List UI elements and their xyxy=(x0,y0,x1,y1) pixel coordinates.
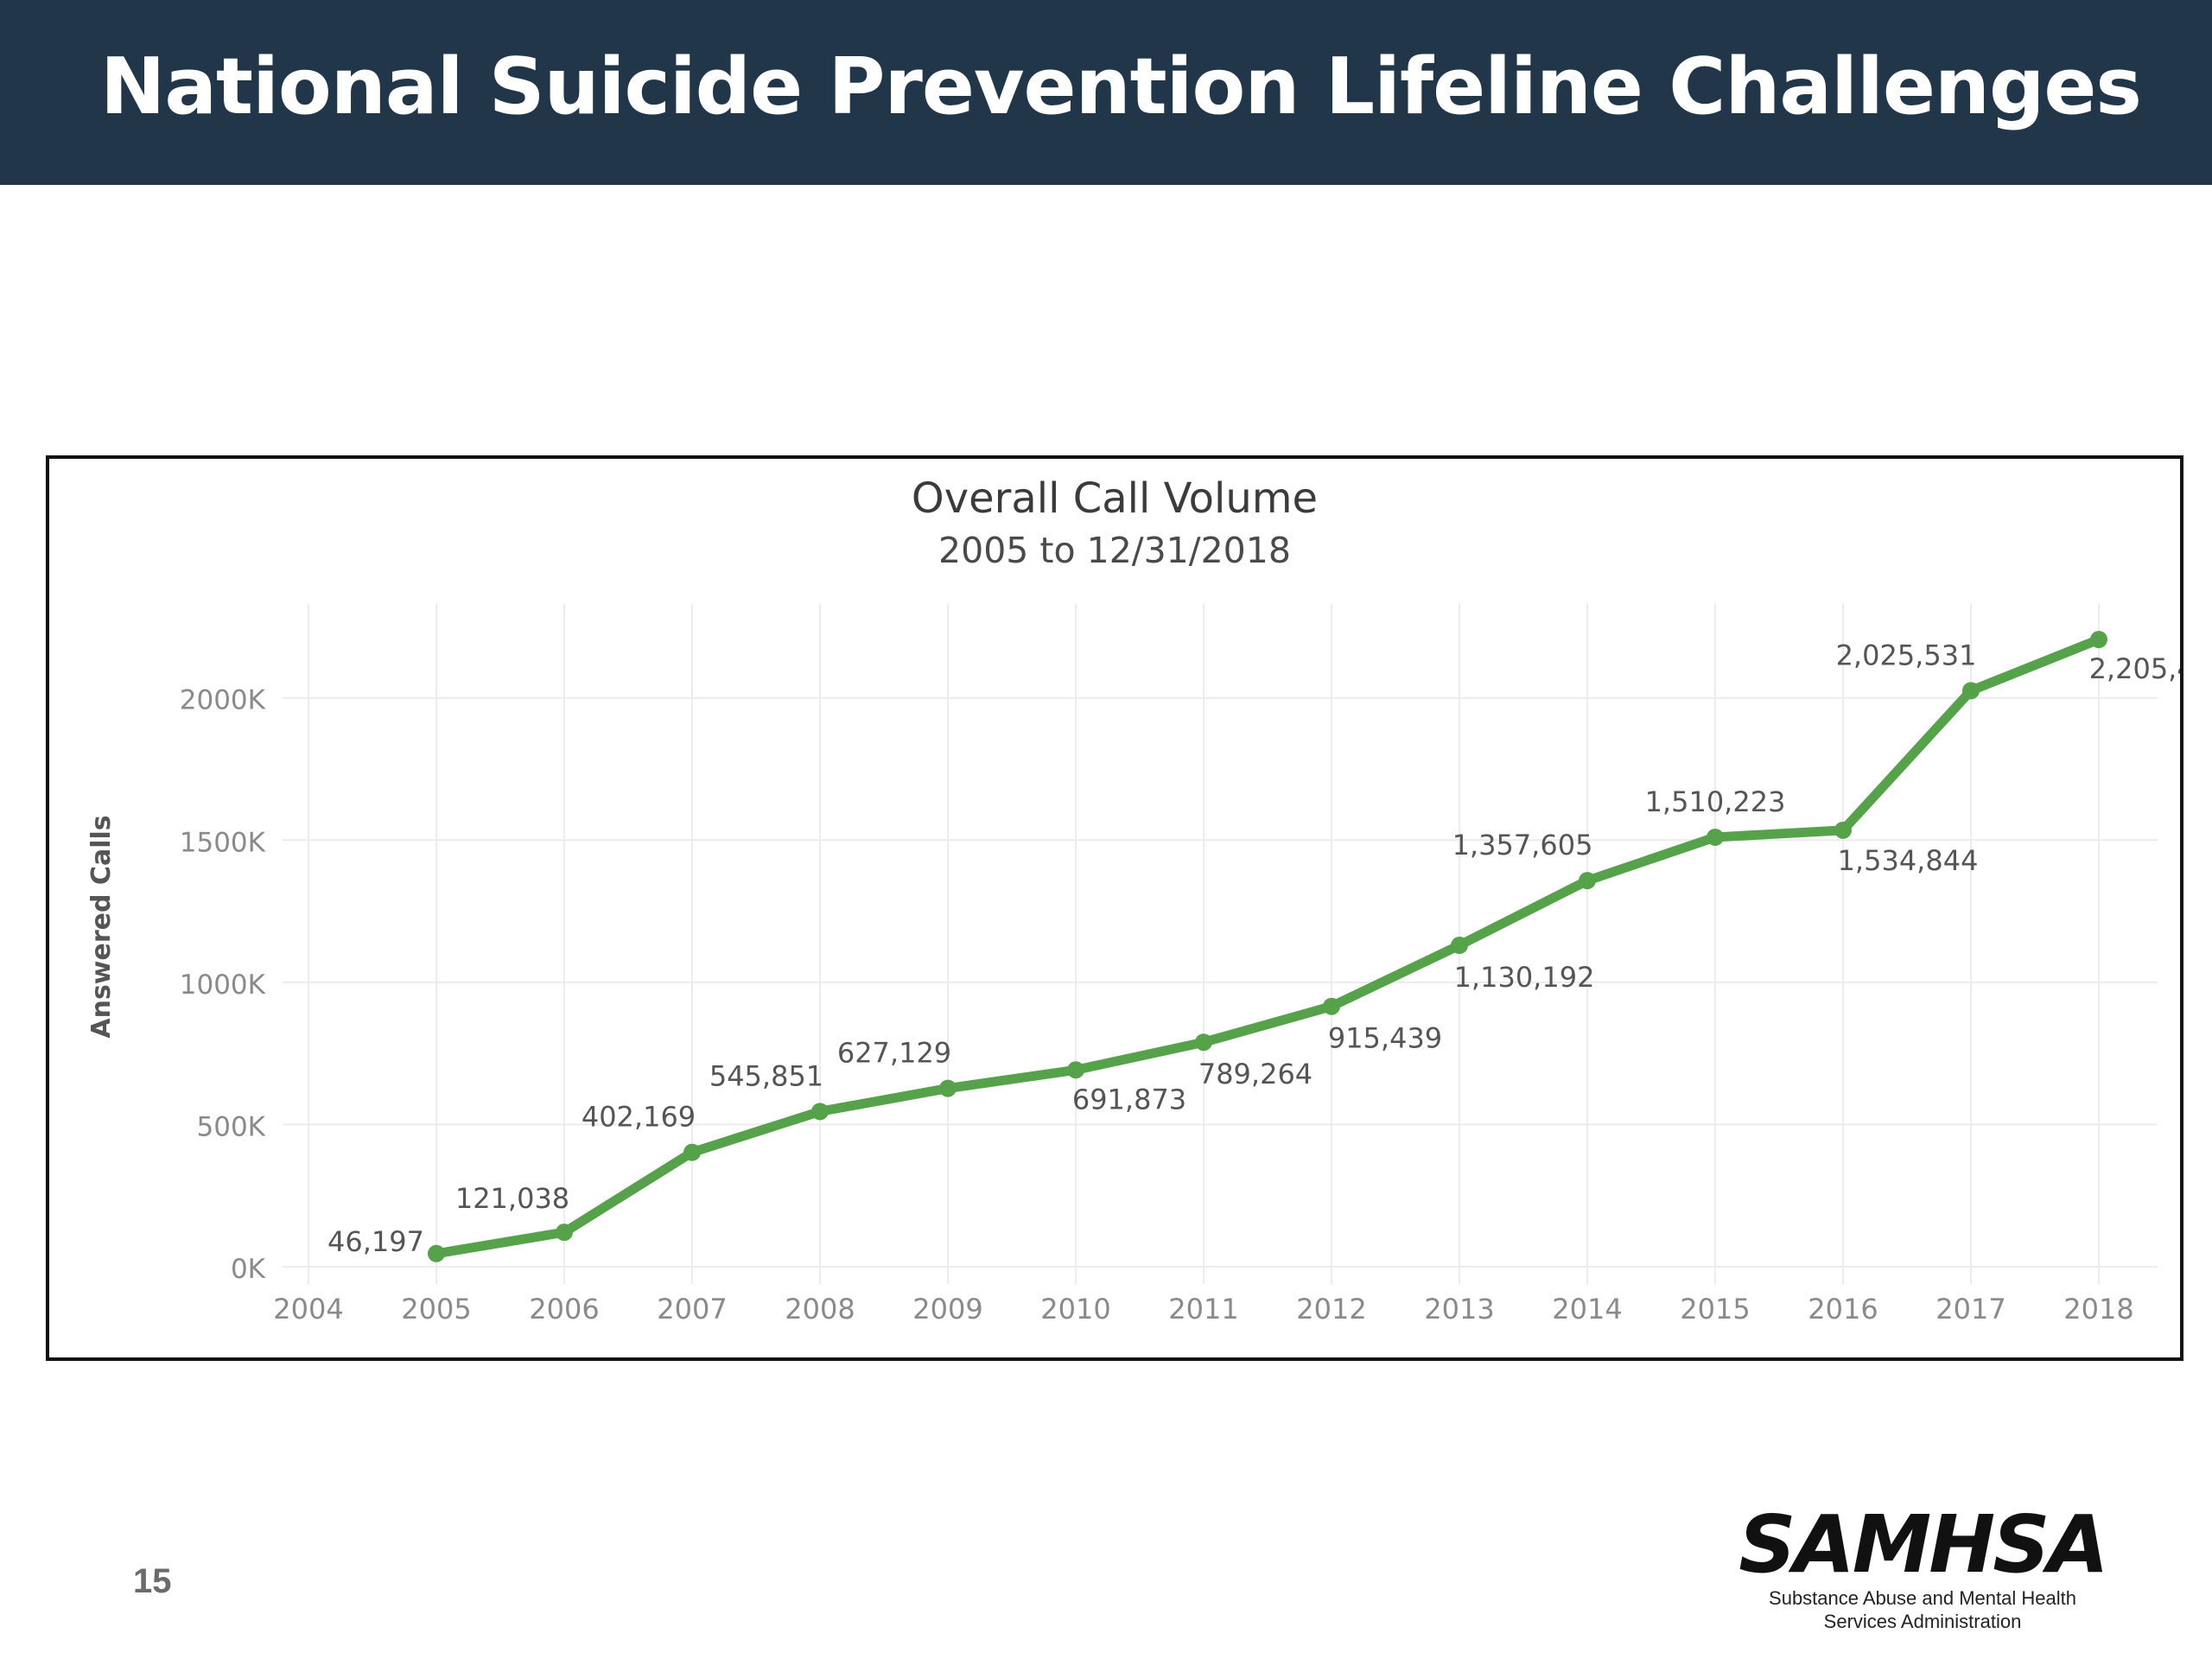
y-tick-label: 1500K xyxy=(180,827,266,858)
data-point xyxy=(1195,1033,1212,1052)
x-tick-label: 2007 xyxy=(657,1293,727,1325)
data-point xyxy=(2090,631,2107,649)
line-chart: 0K 500K 1000K 1500K 2000K 2004 2005 2006 2007 200… xyxy=(86,604,2180,1325)
data-point xyxy=(811,1103,829,1121)
data-label: 2,025,531 xyxy=(1836,639,1977,671)
x-tick-label: 2010 xyxy=(1040,1293,1110,1325)
data-point xyxy=(428,1244,445,1262)
data-label: 2,205,487 xyxy=(2089,652,2180,685)
data-label: 789,264 xyxy=(1198,1058,1313,1090)
x-tick-label: 2017 xyxy=(1936,1293,2005,1325)
x-tick-label: 2014 xyxy=(1552,1293,1622,1325)
y-tick-label: 2000K xyxy=(180,685,266,716)
series-line xyxy=(431,634,2104,1259)
x-tick-label: 2008 xyxy=(785,1293,855,1325)
y-tick-label: 500K xyxy=(197,1111,266,1142)
x-tick-label: 2013 xyxy=(1424,1293,1494,1325)
data-label: 1,130,192 xyxy=(1454,961,1595,994)
x-tick-label: 2004 xyxy=(273,1293,343,1325)
x-tick-label: 2015 xyxy=(1680,1293,1750,1325)
chart-panel: Overall Call Volume 2005 to 12/31/2018 0… xyxy=(46,455,2183,1361)
x-tick-label: 2005 xyxy=(401,1293,471,1325)
x-tick-label: 2011 xyxy=(1168,1293,1238,1325)
x-tick-label: 2009 xyxy=(912,1293,982,1325)
data-label: 915,439 xyxy=(1328,1022,1442,1055)
logo-wordmark: SAMHSA xyxy=(1738,1498,2108,1591)
x-tick-label: 2018 xyxy=(2063,1293,2133,1325)
data-point xyxy=(1067,1061,1084,1079)
samhsa-logo: SAMHSA Substance Abuse and Mental Health… xyxy=(1737,1503,2108,1633)
data-label: 1,357,605 xyxy=(1452,829,1593,861)
data-point xyxy=(939,1079,957,1097)
data-point xyxy=(1451,937,1468,955)
data-point xyxy=(1962,682,1980,700)
slide-title: National Suicide Prevention Lifeline Cha… xyxy=(100,41,2142,132)
x-tick-label: 2012 xyxy=(1296,1293,1366,1325)
chart-subtitle: 2005 to 12/31/2018 xyxy=(938,530,1291,571)
page-number: 15 xyxy=(133,1562,172,1600)
data-point xyxy=(683,1143,701,1161)
y-tick-label: 1000K xyxy=(180,969,266,1001)
data-point xyxy=(1707,828,1724,846)
header-band: National Suicide Prevention Lifeline Cha… xyxy=(0,0,2212,185)
logo-subtitle-line-1: Substance Abuse and Mental Health xyxy=(1769,1587,2076,1609)
x-tick-label: 2016 xyxy=(1808,1293,1878,1325)
data-label: 402,169 xyxy=(582,1101,696,1134)
logo-subtitle-line-2: Services Administration xyxy=(1823,1611,2022,1632)
data-label: 691,873 xyxy=(1072,1083,1186,1116)
data-label: 545,851 xyxy=(709,1059,823,1092)
chart-title: Overall Call Volume xyxy=(911,474,1319,523)
data-label: 627,129 xyxy=(837,1037,951,1070)
data-point xyxy=(1323,997,1340,1015)
data-label: 1,510,223 xyxy=(1645,785,1786,818)
data-label: 1,534,844 xyxy=(1838,844,1979,877)
y-axis-title: Answered Calls xyxy=(86,815,117,1038)
data-label: 46,197 xyxy=(327,1225,424,1258)
y-tick-label: 0K xyxy=(231,1254,266,1285)
data-point xyxy=(1834,821,1852,839)
data-label: 121,038 xyxy=(455,1182,569,1215)
data-point xyxy=(556,1224,573,1242)
data-point xyxy=(1579,872,1596,890)
x-tick-label: 2006 xyxy=(529,1293,599,1325)
